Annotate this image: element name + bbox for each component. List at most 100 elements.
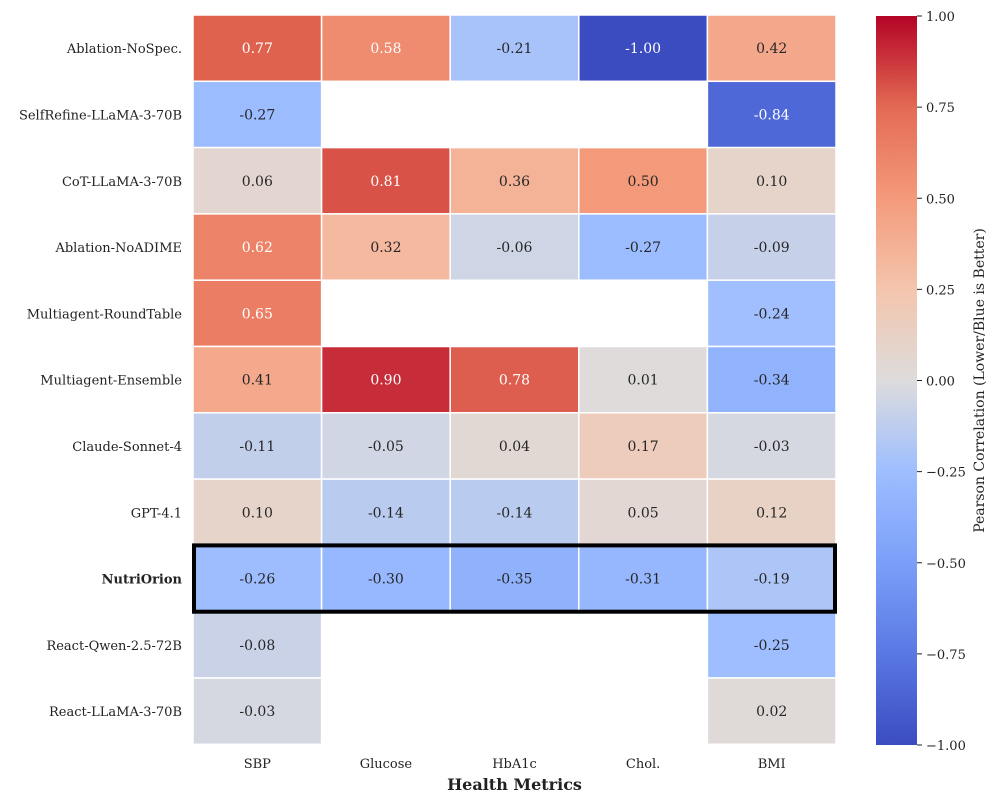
row-label: GPT-4.1 (131, 506, 182, 521)
heatmap-cell (192, 345, 323, 414)
cell-value-label: 0.62 (242, 240, 273, 256)
cell-value-label: -0.14 (497, 505, 533, 521)
heatmap-cell (706, 345, 837, 414)
cell-value-label: 0.10 (756, 174, 787, 190)
heatmap-cell (706, 412, 837, 480)
cell-value-label: 0.01 (628, 373, 659, 389)
heatmap-cell (320, 14, 451, 83)
row-label: NutriOrion (102, 573, 183, 588)
cell-value-label: -0.34 (754, 373, 790, 389)
heatmap-cell (192, 677, 323, 746)
column-label: BMI (758, 757, 786, 772)
heatmap-cell (320, 478, 451, 547)
cell-value-label: -0.35 (497, 572, 533, 588)
colorbar (876, 16, 917, 745)
cell-value-label: 0.90 (370, 373, 401, 389)
heatmap-cell (578, 345, 709, 414)
cell-value-label: -0.03 (754, 439, 790, 455)
row-label: Multiagent-Ensemble (40, 374, 182, 389)
cell-value-label: -0.27 (625, 240, 661, 256)
heatmap-cell (320, 544, 451, 613)
cell-value-label: -0.08 (239, 638, 275, 654)
heatmap-cell (578, 213, 709, 281)
heatmap-cell (320, 345, 451, 414)
cell-value-label: -0.84 (754, 107, 790, 123)
cell-value-label: 0.04 (499, 439, 530, 455)
cell-value-label: -0.11 (239, 439, 275, 455)
colorbar-tick-label: 0.50 (926, 192, 955, 207)
heatmap-cell (449, 412, 580, 480)
colorbar-tick-label: −1.00 (926, 739, 966, 754)
heatmap-cell (192, 279, 323, 348)
heatmap-cell (192, 610, 323, 679)
cell-value-label: -0.05 (368, 439, 404, 455)
cell-value-label: -0.14 (368, 505, 404, 521)
colorbar-ticks: 1.00 0.75 0.50 0.25 0.00 −0.25 −0.50 −0.75 −1.00 (917, 10, 966, 754)
colorbar-tick-label: −0.75 (926, 648, 966, 663)
row-label: SelfRefine-LLaMA-3-70B (19, 108, 182, 123)
cell-value-label: 0.81 (370, 174, 401, 190)
cell-value-label: 0.36 (499, 174, 530, 190)
heatmap-cell (192, 146, 323, 215)
cell-value-label: 0.77 (242, 41, 273, 57)
colorbar-tick-label: −0.25 (926, 466, 966, 481)
heatmap-cell (192, 412, 323, 480)
cell-value-label: -0.27 (239, 107, 275, 123)
colorbar-tick-label: 0.25 (926, 283, 955, 298)
cell-value-label: -1.00 (625, 41, 661, 57)
cell-value-label: -0.26 (239, 572, 275, 588)
row-label: CoT-LLaMA-3-70B (62, 175, 182, 190)
cell-value-label: -0.06 (497, 240, 533, 256)
cell-value-label: -0.19 (754, 572, 790, 588)
cell-value-label: -0.21 (497, 41, 533, 57)
row-label: Ablation-NoADIME (54, 241, 182, 256)
cell-value-label: 0.10 (242, 505, 273, 521)
column-label: Chol. (626, 757, 660, 772)
cell-value-label: -0.03 (239, 704, 275, 720)
highlight-box (192, 543, 837, 614)
heatmap-cell (706, 677, 837, 746)
column-labels: SBP Glucose HbA1c Chol. BMI (244, 757, 786, 772)
highlight-layer (192, 543, 837, 614)
cell-value-label: 0.58 (370, 41, 401, 57)
cell-value-label: 0.32 (370, 240, 401, 256)
cell-value-label: 0.50 (628, 174, 659, 190)
cell-value-label: 0.05 (628, 505, 659, 521)
cell-value-label: 0.17 (628, 439, 659, 455)
colorbar-tick-label: 1.00 (926, 10, 955, 25)
cell-value-label: 0.41 (242, 373, 273, 389)
column-label: Glucose (360, 757, 413, 772)
colorbar-gradient (876, 16, 917, 745)
cell-value-label: 0.78 (499, 373, 530, 389)
row-label: Ablation-NoSpec. (66, 42, 182, 57)
heatmap-cell (192, 14, 323, 83)
cell-value-label: -0.30 (368, 572, 404, 588)
heatmap-cell (449, 146, 580, 215)
cell-value-label: -0.25 (754, 638, 790, 654)
heatmap-cell (192, 80, 323, 149)
cell-value-label: 0.65 (242, 306, 273, 322)
row-label: React-LLaMA-3-70B (49, 705, 182, 720)
row-label: Claude-Sonnet-4 (72, 440, 182, 455)
cell-value-label: 0.02 (756, 704, 787, 720)
row-label: React-Qwen-2.5-72B (46, 639, 182, 654)
cell-value-label: 0.12 (756, 505, 787, 521)
colorbar-tick-label: 0.75 (926, 101, 955, 116)
heatmap-cell (706, 213, 837, 281)
colorbar-label: Pearson Correlation (Lower/Blue is Bette… (972, 228, 988, 533)
heatmap-cell (706, 279, 837, 348)
row-label: Multiagent-RoundTable (27, 307, 183, 322)
cell-value-label: 0.42 (756, 41, 787, 57)
colorbar-tick-label: −0.50 (926, 557, 966, 572)
cell-value-label: 0.06 (242, 174, 273, 190)
heatmap-cell (449, 14, 580, 83)
colorbar-tick-label: 0.00 (926, 375, 955, 390)
x-axis-title: Health Metrics (447, 775, 582, 794)
heatmap-cell (449, 345, 580, 414)
heatmap-cell (706, 146, 837, 215)
heatmap-cells: 0.77 0.58 -0.21 -1.00 0.42 -0.27 -0.84 0.06 0.81… (192, 14, 837, 746)
cell-value-label: -0.09 (754, 240, 790, 256)
heatmap-cell (578, 412, 709, 480)
